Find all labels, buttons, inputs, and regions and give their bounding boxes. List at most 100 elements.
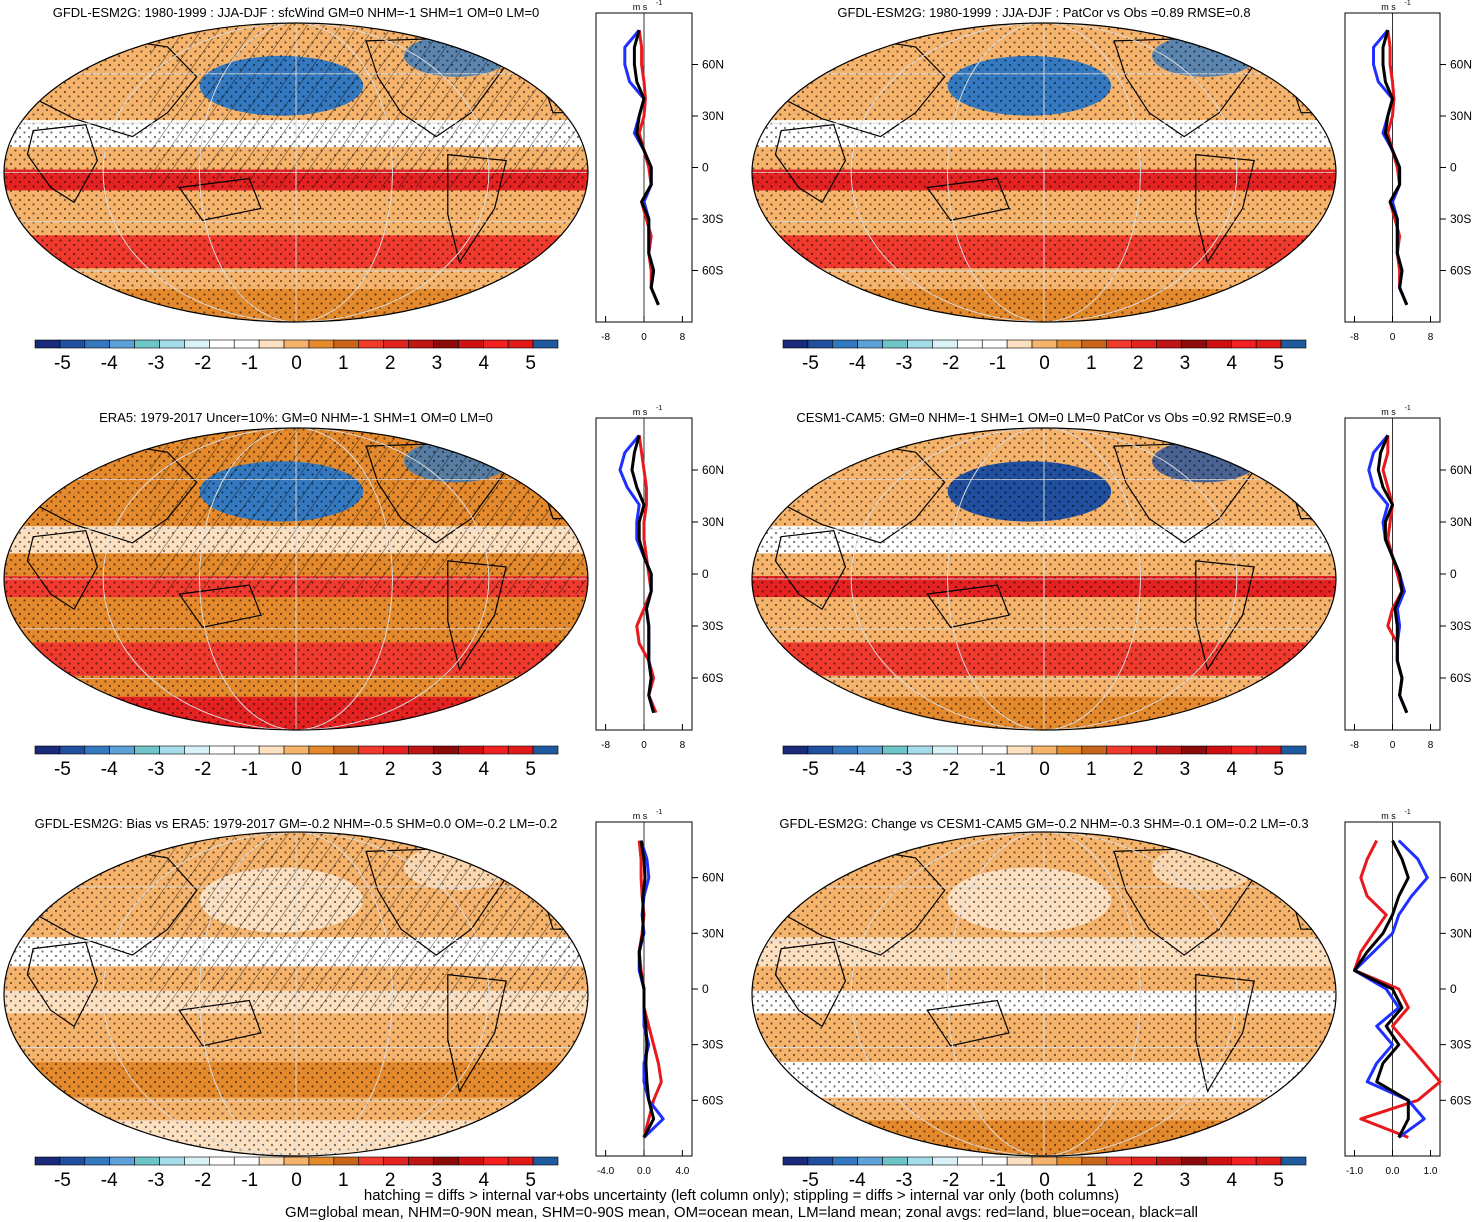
world-map [4, 428, 588, 735]
colorbar-swatch [284, 340, 309, 348]
lat-label: 30N [702, 515, 724, 529]
panel-title: CESM1-CAM5: GM=0 NHM=-1 SHM=1 OM=0 LM=0 … [796, 410, 1291, 425]
colorbar-swatch [160, 340, 185, 348]
colorbar-tick-label: -2 [194, 759, 211, 780]
colorbar-swatch [808, 746, 833, 754]
x-tick-label: 0.0 [1386, 1166, 1400, 1177]
colorbar-swatch [483, 1157, 508, 1165]
colorbar-tick-label: 5 [1273, 353, 1284, 374]
lat-label: 30N [1450, 515, 1472, 529]
colorbar-swatch [508, 1157, 533, 1165]
colorbar-swatch [209, 1157, 234, 1165]
colorbar-swatch [1231, 340, 1256, 348]
x-tick-label: -4.0 [597, 1166, 615, 1177]
colorbar-swatch [110, 1157, 135, 1165]
colorbar-tick-label: 4 [1226, 353, 1237, 374]
lat-label: 30S [702, 619, 723, 633]
zonal-unit-sup: -1 [656, 809, 662, 816]
colorbar-swatch [833, 746, 858, 754]
panel-title: GFDL-ESM2G: Bias vs ERA5: 1979-2017 GM=-… [35, 816, 558, 831]
colorbar-swatch [259, 1157, 284, 1165]
world-map [752, 23, 1336, 326]
colorbar-swatch [982, 746, 1007, 754]
lat-label: 30S [1450, 1038, 1471, 1052]
colorbar-swatch [135, 340, 160, 348]
colorbar-swatch [384, 340, 409, 348]
colorbar-swatch [35, 1157, 60, 1165]
colorbar-swatch [1281, 340, 1306, 348]
colorbar-swatch [1132, 1157, 1157, 1165]
x-tick-label: 8 [1428, 332, 1434, 343]
colorbar-swatch [433, 746, 458, 754]
colorbar-swatch [1157, 746, 1182, 754]
panel-2: GFDL-ESM2G: 1980-1999 : JJA-DJF : PatCor… [752, 0, 1472, 374]
lat-label: 0 [1450, 982, 1457, 996]
x-tick-label: 0 [1390, 332, 1396, 343]
colorbar-swatch [35, 746, 60, 754]
lat-label: 60N [1450, 871, 1472, 885]
colorbar-swatch [359, 746, 384, 754]
colorbar-tick-label: 3 [1180, 353, 1191, 374]
colorbar-swatch [160, 1157, 185, 1165]
colorbar-swatch [932, 340, 957, 348]
colorbar-swatch [409, 746, 434, 754]
zonal-unit-sup: -1 [656, 405, 662, 412]
colorbar-swatch [1181, 340, 1206, 348]
lat-label: 30N [1450, 926, 1472, 940]
zonal-series-line-1 [637, 435, 656, 712]
colorbar-swatch [783, 746, 808, 754]
zonal-series-line-3 [634, 30, 658, 305]
colorbar-swatch [1231, 1157, 1256, 1165]
lat-label: 30S [1450, 212, 1471, 226]
zonal-unit-label: m s [1381, 407, 1396, 417]
colorbar-swatch [409, 340, 434, 348]
colorbar-swatch [483, 340, 508, 348]
colorbar-tick-label: 2 [1133, 353, 1144, 374]
zonal-unit-sup: -1 [1405, 405, 1411, 412]
colorbar-swatch [433, 1157, 458, 1165]
colorbar-swatch [1107, 746, 1132, 754]
lat-label: 60S [1450, 264, 1471, 278]
colorbar-swatch [1206, 746, 1231, 754]
lat-label: 0 [702, 161, 709, 175]
lat-label: 0 [702, 982, 709, 996]
colorbar-swatch [1082, 746, 1107, 754]
lat-label: 60S [1450, 671, 1471, 685]
colorbar-swatch [458, 1157, 483, 1165]
colorbar-swatch [1281, 746, 1306, 754]
colorbar-tick-label: 5 [525, 759, 536, 780]
colorbar-swatch [135, 1157, 160, 1165]
colorbar-swatch [808, 1157, 833, 1165]
colorbar-tick-label: 2 [385, 353, 396, 374]
colorbar-swatch [508, 340, 533, 348]
colorbar-swatch [359, 340, 384, 348]
colorbar-swatch [184, 746, 209, 754]
lat-label: 60S [702, 264, 723, 278]
colorbar-swatch [334, 340, 359, 348]
colorbar-swatch [1181, 746, 1206, 754]
colorbar-swatch [184, 340, 209, 348]
colorbar-swatch [359, 1157, 384, 1165]
hatching [150, 23, 588, 187]
lat-label: 60N [702, 463, 724, 477]
colorbar-swatch [1281, 1157, 1306, 1165]
colorbar-swatch [458, 340, 483, 348]
colorbar-tick-label: 1 [338, 353, 349, 374]
colorbar-swatch [957, 1157, 982, 1165]
colorbar-tick-label: -2 [194, 353, 211, 374]
lat-label: 30N [1450, 109, 1472, 123]
colorbar-swatch [85, 746, 110, 754]
colorbar-swatch [1082, 1157, 1107, 1165]
colorbar-swatch [1007, 1157, 1032, 1165]
colorbar-tick-label: -3 [896, 759, 913, 780]
colorbar-swatch [1231, 746, 1256, 754]
colorbar-tick-label: -4 [101, 759, 118, 780]
colorbar-swatch [1057, 1157, 1082, 1165]
colorbar-tick-label: 2 [1133, 759, 1144, 780]
x-tick-label: -8 [601, 740, 610, 751]
colorbar-swatch [982, 340, 1007, 348]
lat-label: 30S [702, 1038, 723, 1052]
